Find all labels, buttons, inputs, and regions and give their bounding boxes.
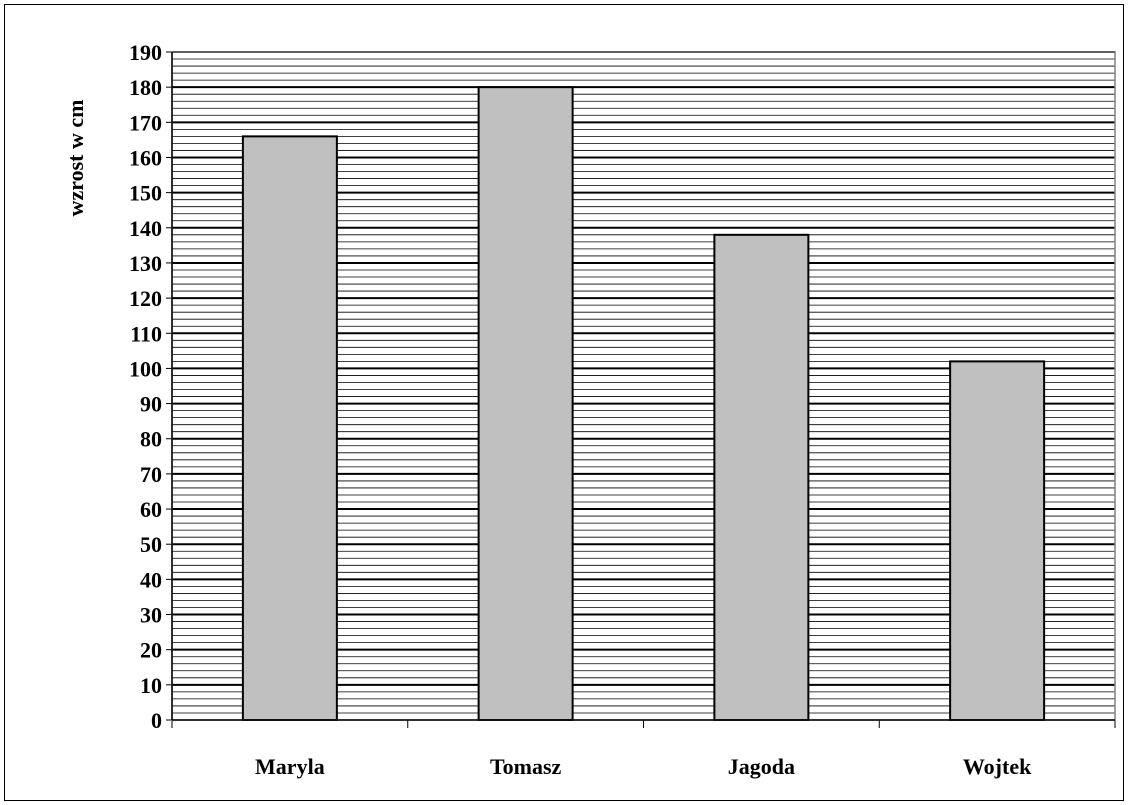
y-tick-label: 80	[140, 427, 162, 452]
y-tick-label: 160	[129, 145, 162, 170]
y-tick-label: 90	[140, 392, 162, 417]
y-tick-label: 50	[140, 532, 162, 557]
y-tick-label: 20	[140, 638, 162, 663]
y-tick-label: 140	[129, 216, 162, 241]
bars	[241, 86, 1046, 722]
x-tick-label: Wojtek	[963, 754, 1032, 779]
y-tick-labels: 0 10 20 30 40 50 60 70 80 90 100 110 120 130 140 150 160…	[129, 40, 162, 733]
bar-jagoda	[713, 233, 810, 722]
y-tick-label: 170	[129, 110, 162, 135]
x-tick-label: Tomasz	[490, 754, 562, 779]
y-tick-label: 70	[140, 462, 162, 487]
y-tick-label: 60	[140, 497, 162, 522]
bar-wojtek	[949, 360, 1046, 721]
bar-tomasz	[477, 86, 574, 721]
x-tick-label: Jagoda	[728, 754, 795, 779]
bar-maryla	[241, 135, 338, 721]
x-tick-labels: Maryla Tomasz Jagoda Wojtek	[255, 754, 1032, 779]
y-tick-label: 150	[129, 181, 162, 206]
y-tick-label: 110	[130, 321, 162, 346]
y-tick-label: 100	[129, 356, 162, 381]
x-tick-label: Maryla	[255, 754, 325, 779]
y-tick-label: 40	[140, 567, 162, 592]
y-tick-label: 30	[140, 603, 162, 628]
y-tick-label: 180	[129, 75, 162, 100]
y-tick-label: 130	[129, 251, 162, 276]
y-tick-label: 0	[151, 708, 162, 733]
axes	[166, 51, 1116, 728]
y-axis-label: wzrost w cm	[63, 100, 88, 217]
y-tick-label: 120	[129, 286, 162, 311]
y-tick-label: 10	[140, 673, 162, 698]
y-tick-label: 190	[129, 40, 162, 65]
